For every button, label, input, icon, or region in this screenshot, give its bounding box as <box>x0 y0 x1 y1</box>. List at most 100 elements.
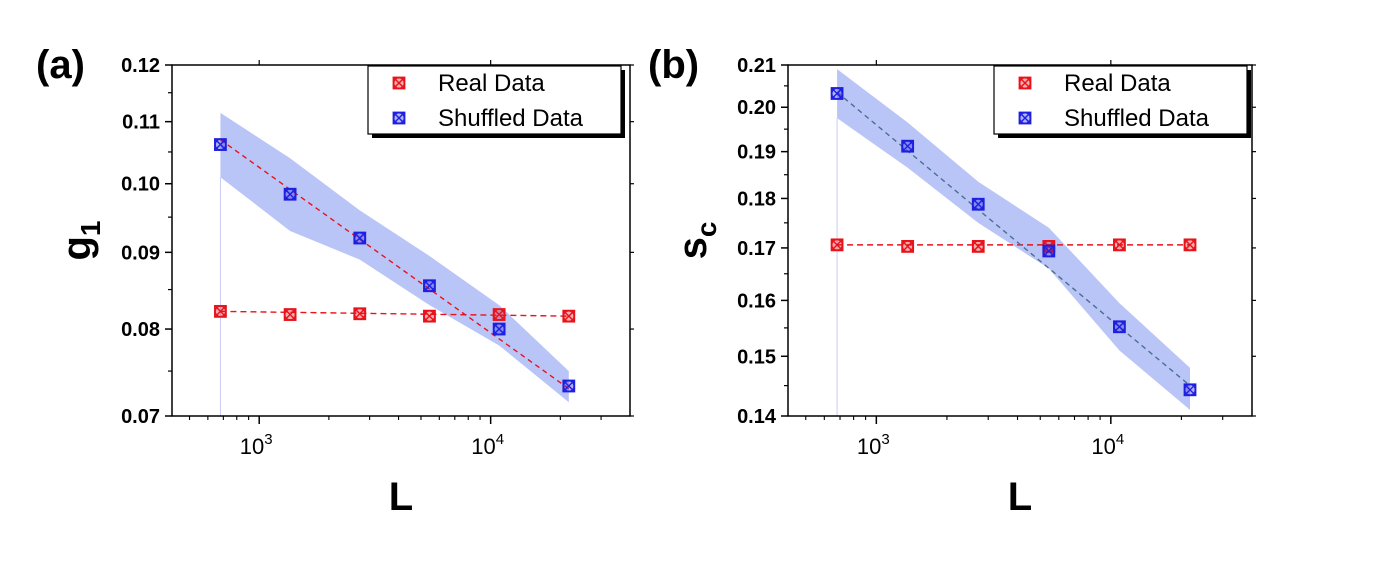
marker-ring <box>562 310 575 322</box>
legend-box <box>993 65 1248 135</box>
legend-label-shuffled: Shuffled Data <box>1064 105 1210 132</box>
x-tick-label-base: 10 <box>471 434 495 459</box>
marker-ring <box>1019 77 1031 89</box>
legend: Real Data Shuffled Data <box>993 65 1251 138</box>
legend-label-shuffled: Shuffled Data <box>438 105 584 132</box>
x-axis-label: L <box>389 475 413 519</box>
x-tick-label: 104 <box>471 431 504 459</box>
shuffled-data-point <box>830 87 844 100</box>
marker-ring <box>972 198 985 211</box>
real-data-point <box>901 239 915 253</box>
legend-marker-real <box>1018 76 1032 90</box>
marker-ring <box>562 380 575 392</box>
legend-marker-shuffled <box>1018 111 1032 125</box>
shuffled-data-point <box>901 139 915 153</box>
shuffled-data-point <box>353 231 367 245</box>
panel-label: (b) <box>648 43 699 87</box>
y-tick-label: 0.18 <box>737 188 776 210</box>
marker-ring <box>1113 239 1126 251</box>
legend-label-real: Real Data <box>438 70 545 97</box>
x-tick-label: 103 <box>857 431 890 459</box>
y-tick-label: 0.07 <box>121 406 160 428</box>
y-axis-label: g1 <box>55 220 106 260</box>
marker-ring <box>1043 245 1055 257</box>
x-tick-label-base: 10 <box>857 434 881 459</box>
marker-ring <box>423 310 436 322</box>
shuffled-data-fit-line <box>836 91 1191 387</box>
shuffled-data-point <box>562 379 576 393</box>
y-tick-label: 0.21 <box>737 55 776 77</box>
y-tick-label: 0.12 <box>121 55 160 77</box>
x-tick-label: 103 <box>240 431 273 459</box>
marker-ring <box>284 308 296 321</box>
y-axis-label-text: g1 <box>55 220 106 260</box>
x-tick-label-exponent: 4 <box>496 431 504 448</box>
y-tick-label: 0.19 <box>737 142 776 164</box>
marker-ring <box>1184 383 1196 396</box>
marker-ring <box>423 279 436 292</box>
marker-ring <box>1184 239 1196 251</box>
y-tick-label: 0.15 <box>737 346 776 368</box>
x-tick-label: 104 <box>1091 431 1124 459</box>
y-axis-label: sc <box>671 222 722 260</box>
marker-ring <box>901 240 914 253</box>
shuffled-data-point <box>1113 320 1126 334</box>
x-tick-label-exponent: 3 <box>881 431 889 448</box>
y-tick-label: 0.17 <box>737 238 776 260</box>
legend: Real Data Shuffled Data <box>367 65 625 138</box>
y-tick-label: 0.08 <box>121 319 160 341</box>
marker-ring <box>831 87 843 100</box>
marker-ring <box>831 239 843 251</box>
real-data-point <box>1183 238 1197 252</box>
legend-marker-shuffled <box>392 111 406 125</box>
marker-ring <box>284 188 296 201</box>
shuffled-data-point <box>283 187 297 201</box>
legend-marker-real <box>392 76 406 90</box>
marker-ring <box>214 138 227 151</box>
y-axis-label-subscript: 1 <box>75 220 106 236</box>
x-tick-label-exponent: 3 <box>264 431 272 448</box>
real-data-point <box>562 309 576 323</box>
marker-ring <box>493 323 505 335</box>
shuffled-data-point <box>971 197 985 211</box>
y-axis-label-subscript: c <box>691 222 722 238</box>
legend-label-real: Real Data <box>1064 70 1171 97</box>
y-tick-label: 0.16 <box>737 290 776 312</box>
y-tick-label: 0.14 <box>737 406 777 428</box>
real-data-point <box>214 304 227 318</box>
real-data-point <box>830 238 844 252</box>
confidence-band <box>220 112 569 403</box>
shuffled-data-point <box>1183 383 1197 397</box>
real-data-point <box>353 307 367 321</box>
shuffled-data-point <box>214 138 227 151</box>
shuffled-data-point <box>492 322 506 336</box>
x-tick-label-base: 10 <box>240 434 264 459</box>
marker-ring <box>493 308 505 321</box>
shuffled-data-point <box>1042 244 1056 258</box>
y-tick-label: 0.10 <box>121 174 160 196</box>
real-data-point <box>971 239 985 253</box>
marker-ring <box>972 240 985 253</box>
x-tick-label-base: 10 <box>1091 434 1115 459</box>
y-tick-label: 0.09 <box>121 242 160 264</box>
legend-box <box>367 65 622 135</box>
y-tick-label: 0.11 <box>122 112 160 134</box>
real-data-point <box>423 309 436 323</box>
plot-frame <box>171 64 631 417</box>
marker-ring <box>353 232 366 244</box>
marker-ring <box>1019 112 1031 124</box>
x-tick-label-exponent: 4 <box>1116 431 1124 448</box>
y-axis-label-main: g <box>55 236 99 260</box>
y-tick-label: 0.20 <box>737 97 776 119</box>
x-axis-label: L <box>1008 475 1032 519</box>
marker-ring <box>393 77 405 89</box>
y-axis-label-text: sc <box>671 222 722 260</box>
real-data-point <box>492 308 506 321</box>
marker-ring <box>901 140 914 153</box>
marker-ring <box>1113 320 1126 333</box>
shuffled-data-point <box>423 279 436 293</box>
real-data-point <box>1113 238 1126 252</box>
